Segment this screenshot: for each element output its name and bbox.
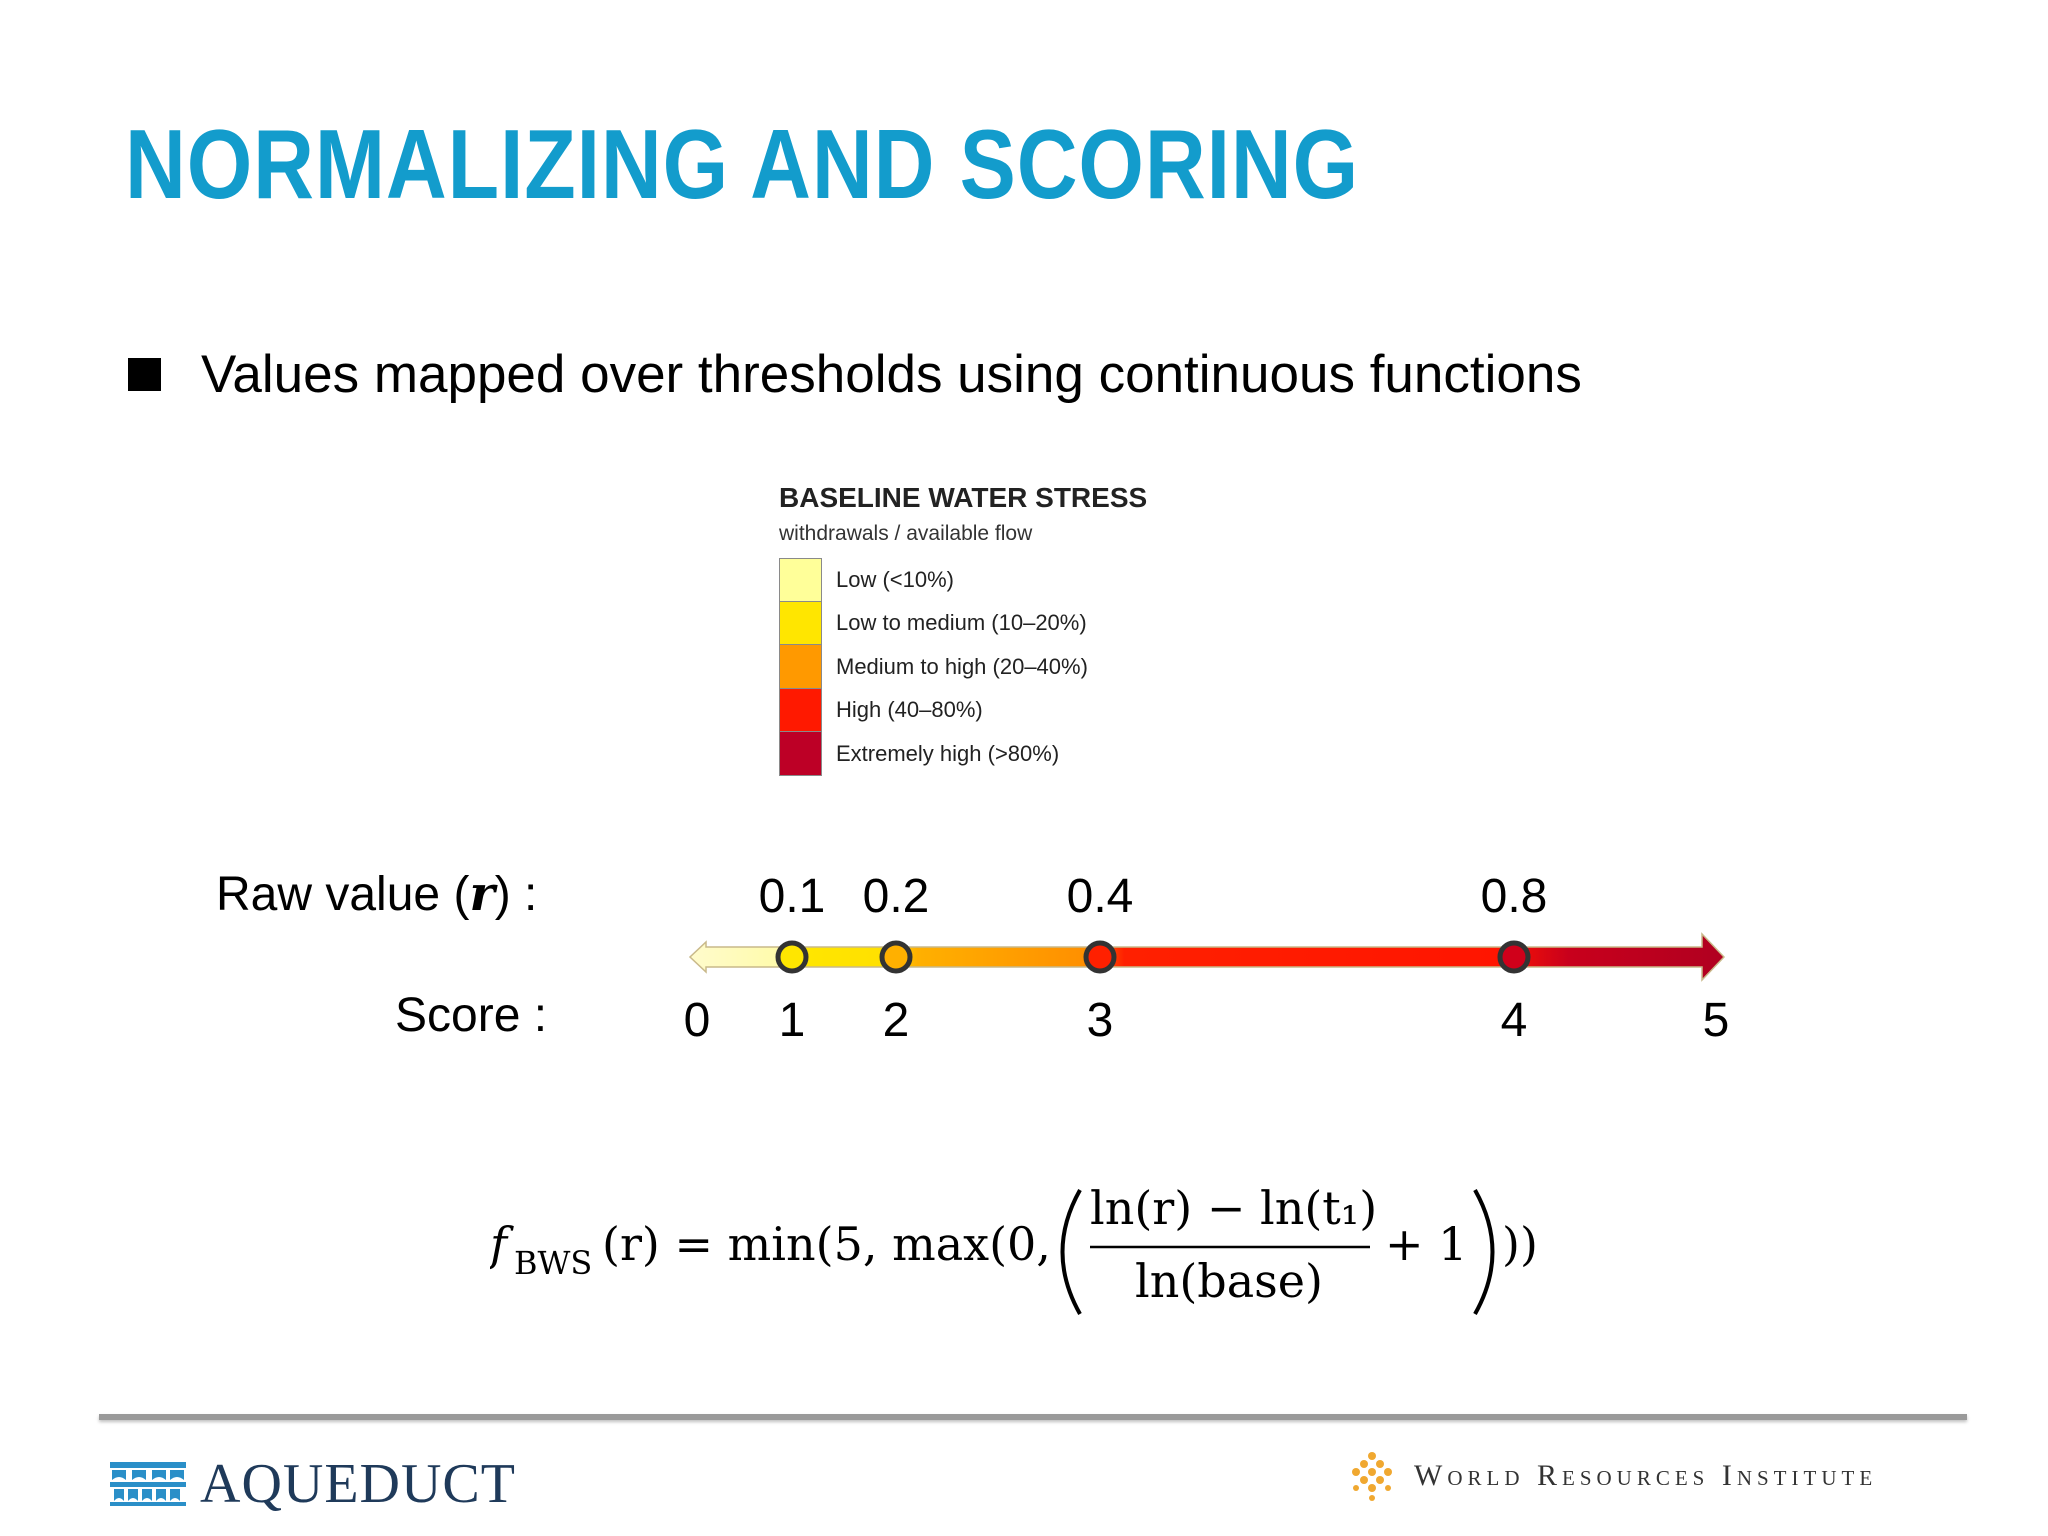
formula-f: f: [490, 1217, 514, 1271]
bullet-square-icon: [128, 358, 161, 391]
legend-swatch: [779, 645, 822, 689]
scale-bar-arrow: [688, 932, 1726, 982]
legend-list: Low (<10%) Low to medium (10–20%) Medium t…: [779, 558, 1147, 776]
legend-item: High (40–80%): [779, 688, 1147, 732]
raw-value-tick: 0.4: [1067, 870, 1134, 923]
formula-subscript: BWS: [514, 1244, 592, 1282]
legend-label: Medium to high (20–40%): [836, 653, 1088, 679]
wri-logo-text: World Resources Institute: [1414, 1459, 1878, 1492]
legend-item: Extremely high (>80%): [779, 732, 1147, 776]
legend-label: Extremely high (>80%): [836, 740, 1060, 766]
raw-value-tick: 0.8: [1481, 870, 1548, 923]
legend-label: High (40–80%): [836, 697, 983, 723]
water-stress-legend: BASELINE WATER STRESS withdrawals / avai…: [779, 482, 1147, 776]
formula-denominator: ln(base): [1135, 1254, 1323, 1308]
wri-emblem-icon: [1352, 1452, 1392, 1501]
scoring-formula: f BWS (r) = min(5, max(0, ln(r) − ln(t₁)…: [490, 1181, 1538, 1315]
raw-label-prefix: Raw value (: [216, 868, 470, 921]
bullet-text: Values mapped over thresholds using cont…: [201, 345, 1582, 404]
formula-close: )): [1502, 1217, 1538, 1271]
raw-label-variable: r: [469, 866, 495, 922]
legend-item: Low to medium (10–20%): [779, 601, 1147, 645]
formula-lhs: (r) = min(5, max(0,: [602, 1217, 1051, 1271]
left-paren-icon: [1060, 1189, 1082, 1315]
score-tick: 3: [1087, 994, 1114, 1047]
raw-value-tick: 0.1: [759, 870, 826, 923]
legend-label: Low to medium (10–20%): [836, 610, 1087, 636]
legend-swatch: [779, 601, 822, 645]
score-label: Score :: [395, 989, 548, 1042]
aqueduct-logo-text: AQUEDUCT: [200, 1453, 516, 1515]
raw-value-tick: 0.2: [863, 870, 930, 923]
score-tick: 5: [1703, 994, 1730, 1047]
score-tick: 0: [684, 994, 711, 1047]
score-scale-diagram: 0.1 0.2 0.4 0.8 0 1 2 3 4 5: [684, 870, 1730, 1047]
raw-value-label: Raw value (r) :: [216, 866, 537, 922]
right-paren-icon: [1473, 1189, 1495, 1315]
legend-label: Low (<10%): [836, 566, 955, 592]
slide-title: NORMALIZING AND SCORING: [125, 109, 1359, 219]
legend-item: Medium to high (20–40%): [779, 645, 1147, 689]
score-tick: 4: [1501, 994, 1528, 1047]
score-tick: 2: [883, 994, 910, 1047]
legend-item: Low (<10%): [779, 558, 1147, 602]
bullet-point: Values mapped over thresholds using cont…: [128, 344, 1582, 405]
threshold-marker: [1497, 940, 1531, 974]
legend-swatch: [779, 558, 822, 602]
threshold-marker: [879, 940, 913, 974]
legend-swatch: [779, 688, 822, 732]
aqueduct-arches-icon: [110, 1462, 186, 1506]
formula-plus-one: + 1: [1385, 1217, 1467, 1271]
aqueduct-logo: AQUEDUCT: [110, 1452, 516, 1516]
threshold-marker: [775, 940, 809, 974]
raw-label-suffix: ) :: [494, 868, 538, 921]
footer-divider: [99, 1414, 1967, 1420]
wri-logo: World Resources Institute: [1346, 1450, 1877, 1502]
legend-swatch: [779, 732, 822, 776]
legend-subtitle: withdrawals / available flow: [779, 522, 1033, 545]
legend-title: BASELINE WATER STRESS: [779, 482, 1148, 513]
score-tick: 1: [779, 994, 806, 1047]
formula-numerator: ln(r) − ln(t₁): [1090, 1181, 1377, 1235]
threshold-marker: [1083, 940, 1117, 974]
